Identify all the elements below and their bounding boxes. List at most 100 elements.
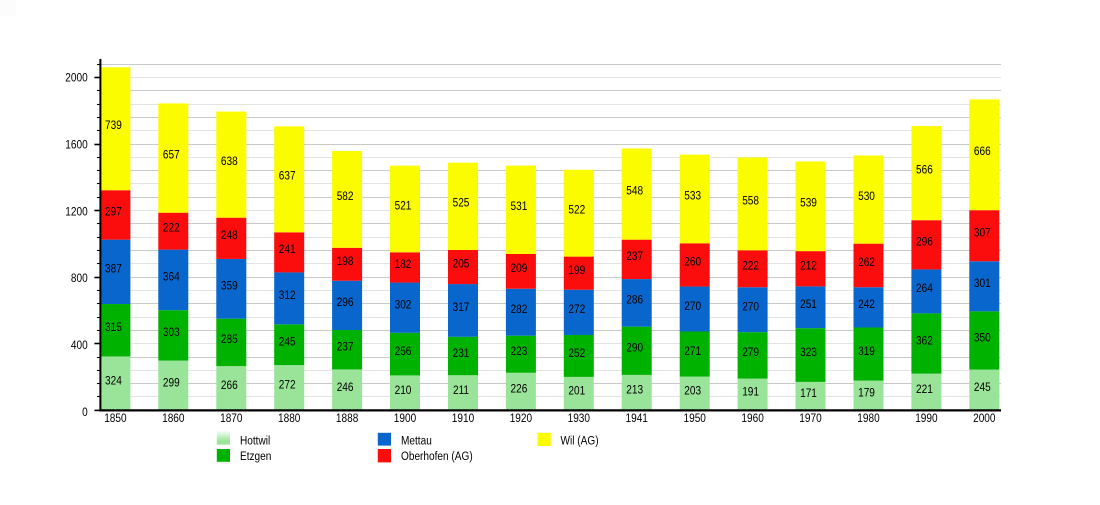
svg-text:222: 222 <box>163 222 180 235</box>
svg-text:1970: 1970 <box>799 412 821 425</box>
svg-text:1930: 1930 <box>568 412 590 425</box>
svg-text:Etzgen: Etzgen <box>240 450 271 463</box>
svg-text:299: 299 <box>163 377 180 390</box>
svg-text:638: 638 <box>221 155 238 168</box>
svg-text:223: 223 <box>510 345 527 358</box>
svg-text:222: 222 <box>742 260 759 273</box>
svg-text:296: 296 <box>337 296 354 309</box>
svg-text:531: 531 <box>510 200 527 213</box>
svg-text:251: 251 <box>800 298 817 311</box>
svg-text:231: 231 <box>453 347 470 360</box>
svg-text:241: 241 <box>279 243 296 256</box>
svg-text:270: 270 <box>684 300 701 313</box>
svg-text:315: 315 <box>105 321 122 334</box>
svg-text:1990: 1990 <box>915 412 937 425</box>
svg-text:203: 203 <box>684 385 701 398</box>
svg-text:191: 191 <box>742 386 759 399</box>
svg-text:739: 739 <box>105 119 122 132</box>
svg-text:521: 521 <box>395 200 412 213</box>
svg-text:182: 182 <box>395 258 412 271</box>
svg-text:548: 548 <box>626 185 643 198</box>
svg-text:387: 387 <box>105 263 122 276</box>
svg-text:262: 262 <box>858 256 875 269</box>
svg-text:271: 271 <box>684 345 701 358</box>
svg-text:312: 312 <box>279 289 296 302</box>
svg-text:209: 209 <box>510 262 527 275</box>
svg-text:212: 212 <box>800 260 817 273</box>
svg-text:237: 237 <box>626 250 643 263</box>
svg-text:307: 307 <box>974 226 991 239</box>
svg-text:213: 213 <box>626 384 643 397</box>
svg-text:301: 301 <box>974 277 991 290</box>
svg-text:245: 245 <box>279 336 296 349</box>
svg-text:350: 350 <box>974 331 991 344</box>
svg-text:179: 179 <box>858 387 875 400</box>
svg-text:319: 319 <box>858 345 875 358</box>
svg-text:1900: 1900 <box>394 412 416 425</box>
svg-text:302: 302 <box>395 299 412 312</box>
svg-text:297: 297 <box>105 206 122 219</box>
svg-text:1860: 1860 <box>162 412 184 425</box>
svg-text:324: 324 <box>105 375 122 388</box>
svg-text:285: 285 <box>221 333 238 346</box>
svg-text:290: 290 <box>626 342 643 355</box>
svg-text:252: 252 <box>568 347 585 360</box>
svg-text:248: 248 <box>221 229 238 242</box>
svg-text:1600: 1600 <box>65 139 87 152</box>
svg-text:Wil (AG): Wil (AG) <box>561 435 599 448</box>
svg-text:1920: 1920 <box>510 412 532 425</box>
svg-text:Mettau: Mettau <box>401 435 432 448</box>
svg-text:266: 266 <box>221 379 238 392</box>
svg-text:530: 530 <box>858 190 875 203</box>
svg-text:558: 558 <box>742 194 759 207</box>
svg-text:522: 522 <box>568 204 585 217</box>
svg-text:205: 205 <box>453 258 470 271</box>
svg-text:221: 221 <box>916 383 933 396</box>
svg-text:211: 211 <box>453 384 469 397</box>
svg-text:1888: 1888 <box>336 412 358 425</box>
svg-text:637: 637 <box>279 170 296 183</box>
svg-text:539: 539 <box>800 197 817 210</box>
svg-text:400: 400 <box>71 339 88 352</box>
svg-text:Oberhofen (AG): Oberhofen (AG) <box>401 450 473 463</box>
svg-text:260: 260 <box>684 256 701 269</box>
svg-text:1950: 1950 <box>683 412 705 425</box>
svg-text:226: 226 <box>510 383 527 396</box>
svg-text:1850: 1850 <box>104 412 126 425</box>
svg-text:1980: 1980 <box>857 412 879 425</box>
svg-text:270: 270 <box>742 301 759 314</box>
svg-text:264: 264 <box>916 282 933 295</box>
svg-text:198: 198 <box>337 255 354 268</box>
svg-text:657: 657 <box>163 148 180 161</box>
svg-text:246: 246 <box>337 381 354 394</box>
svg-text:256: 256 <box>395 345 412 358</box>
svg-text:1910: 1910 <box>452 412 474 425</box>
svg-text:1960: 1960 <box>741 412 763 425</box>
svg-text:201: 201 <box>568 385 585 398</box>
svg-text:279: 279 <box>742 346 759 359</box>
svg-text:242: 242 <box>858 298 875 311</box>
svg-text:800: 800 <box>71 272 88 285</box>
svg-text:2000: 2000 <box>973 412 995 425</box>
svg-text:171: 171 <box>800 387 817 400</box>
svg-text:666: 666 <box>974 145 991 158</box>
svg-text:296: 296 <box>916 236 933 249</box>
svg-text:286: 286 <box>626 294 643 307</box>
svg-text:237: 237 <box>337 341 354 354</box>
svg-text:Hottwil: Hottwil <box>240 435 270 448</box>
svg-text:533: 533 <box>684 190 701 203</box>
svg-text:582: 582 <box>337 190 354 203</box>
svg-text:2000: 2000 <box>65 72 87 85</box>
svg-text:272: 272 <box>568 303 585 316</box>
svg-text:317: 317 <box>453 301 470 314</box>
svg-text:1880: 1880 <box>278 412 300 425</box>
svg-text:282: 282 <box>510 303 527 316</box>
svg-text:359: 359 <box>221 280 238 293</box>
svg-text:1870: 1870 <box>220 412 242 425</box>
svg-text:272: 272 <box>279 379 296 392</box>
svg-text:362: 362 <box>916 334 933 347</box>
svg-text:525: 525 <box>453 197 470 210</box>
svg-text:323: 323 <box>800 346 817 359</box>
svg-text:364: 364 <box>163 271 180 284</box>
svg-text:210: 210 <box>395 384 412 397</box>
